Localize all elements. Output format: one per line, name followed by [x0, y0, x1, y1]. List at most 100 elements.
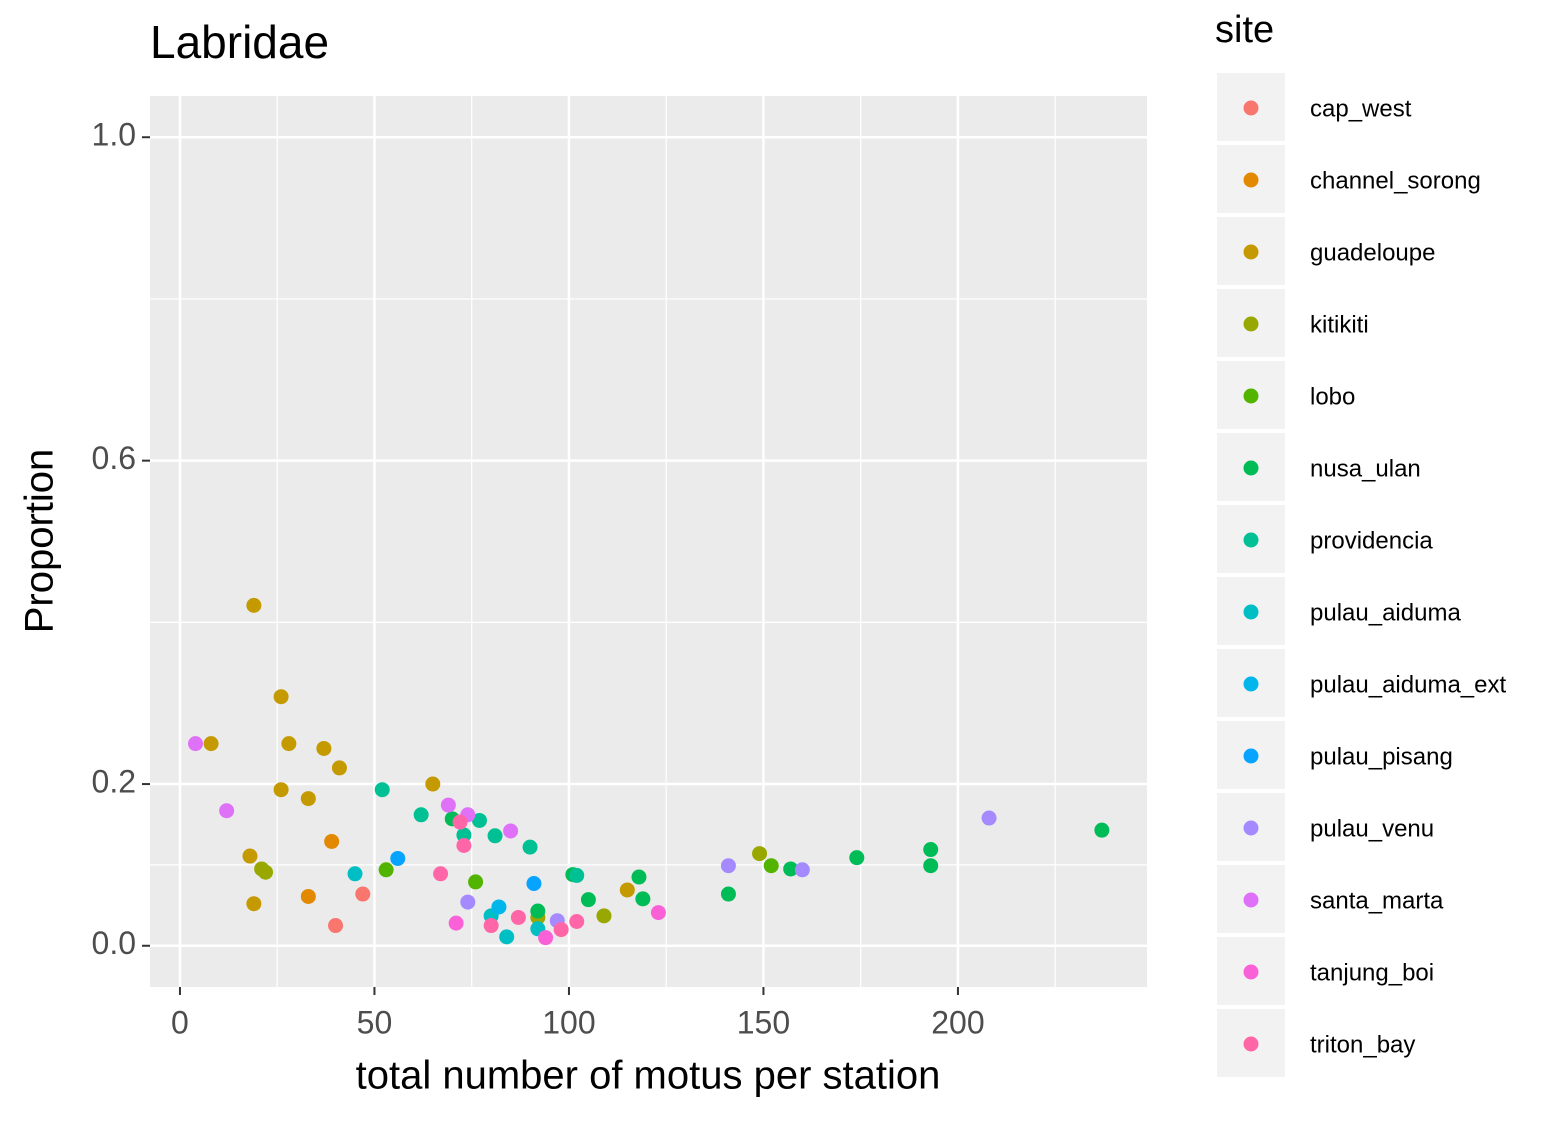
legend-label: lobo: [1310, 383, 1355, 410]
legend-marker: [1243, 172, 1259, 188]
legend-label: pulau_aiduma_ext: [1310, 671, 1506, 698]
data-point: [530, 903, 546, 919]
legend-marker: [1243, 676, 1259, 692]
data-point: [273, 689, 289, 705]
legend-label: providencia: [1310, 527, 1433, 554]
data-point: [242, 848, 258, 864]
data-point: [440, 797, 456, 813]
data-point: [456, 838, 472, 854]
legend-marker: [1243, 820, 1259, 836]
data-point: [413, 807, 429, 823]
legend-marker: [1243, 244, 1259, 260]
data-point: [923, 842, 939, 858]
legend-marker: [1243, 604, 1259, 620]
data-point: [569, 867, 585, 883]
legend-marker: [1243, 532, 1259, 548]
data-point: [448, 915, 464, 931]
legend-marker: [1243, 892, 1259, 908]
data-point: [483, 918, 499, 934]
data-point: [324, 833, 340, 849]
legend-marker: [1243, 964, 1259, 980]
data-point: [347, 866, 363, 882]
data-point: [258, 864, 274, 880]
data-point: [923, 858, 939, 874]
legend-label: triton_bay: [1310, 1031, 1415, 1058]
data-point: [553, 922, 569, 938]
data-point: [849, 850, 865, 866]
data-point: [246, 597, 262, 613]
x-axis-title: total number of motus per station: [356, 1054, 941, 1098]
data-point: [510, 909, 526, 925]
data-point: [720, 886, 736, 902]
y-tick-label: 1.0: [92, 117, 136, 153]
data-point: [783, 861, 799, 877]
data-point: [355, 886, 371, 902]
data-point: [456, 827, 472, 843]
legend-marker: [1243, 460, 1259, 476]
y-tick-label: 0.0: [92, 925, 136, 961]
data-point: [300, 791, 316, 807]
legend-label: cap_west: [1310, 95, 1412, 122]
data-point: [188, 736, 204, 752]
data-point: [635, 891, 651, 907]
data-point: [650, 905, 666, 921]
data-point: [487, 828, 503, 844]
data-point: [580, 892, 596, 908]
data-point: [794, 862, 810, 878]
data-point: [316, 740, 332, 756]
data-point: [491, 899, 507, 915]
legend-label: tanjung_boi: [1310, 959, 1434, 986]
data-point: [499, 929, 515, 945]
data-point: [538, 930, 554, 946]
legend-label: channel_sorong: [1310, 167, 1481, 194]
data-point: [203, 736, 219, 752]
legend-label: pulau_pisang: [1310, 743, 1453, 770]
data-point: [619, 882, 635, 898]
data-point: [433, 866, 449, 882]
legend-marker: [1243, 388, 1259, 404]
legend-title: site: [1215, 9, 1274, 51]
data-point: [452, 814, 468, 830]
legend-marker: [1243, 748, 1259, 764]
data-point: [328, 918, 344, 934]
data-point: [468, 874, 484, 890]
data-point: [596, 908, 612, 924]
data-point: [503, 823, 519, 839]
legend-label: nusa_ulan: [1310, 455, 1421, 482]
legend-label: kitikiti: [1310, 311, 1369, 338]
data-point: [720, 858, 736, 874]
legend-label: santa_marta: [1310, 887, 1444, 914]
data-point: [378, 862, 394, 878]
data-point: [526, 876, 542, 892]
data-point: [300, 888, 316, 904]
data-point: [219, 803, 235, 819]
y-axis-title: Proportion: [18, 449, 62, 634]
data-point: [425, 776, 441, 792]
data-point: [981, 810, 997, 826]
x-tick-label: 100: [542, 1004, 595, 1040]
data-point: [631, 869, 647, 885]
legend-label: pulau_aiduma: [1310, 599, 1461, 626]
data-point: [246, 896, 262, 912]
data-point: [752, 846, 768, 862]
data-point: [374, 782, 390, 798]
legend-marker: [1243, 1036, 1259, 1052]
legend-marker: [1243, 100, 1259, 116]
x-tick-label: 150: [737, 1004, 790, 1040]
data-point: [1094, 822, 1110, 838]
x-tick-label: 200: [931, 1004, 984, 1040]
legend-label: guadeloupe: [1310, 239, 1435, 266]
data-point: [331, 760, 347, 776]
data-point: [471, 812, 487, 828]
x-tick-label: 50: [357, 1004, 393, 1040]
data-point: [273, 782, 289, 798]
data-point: [390, 850, 406, 866]
x-tick-label: 0: [171, 1004, 189, 1040]
data-point: [763, 858, 779, 874]
plot-panel: [150, 96, 1147, 987]
data-point: [569, 914, 585, 930]
legend-label: pulau_venu: [1310, 815, 1434, 842]
y-tick-label: 0.6: [92, 440, 136, 476]
y-tick-label: 0.2: [92, 764, 136, 800]
